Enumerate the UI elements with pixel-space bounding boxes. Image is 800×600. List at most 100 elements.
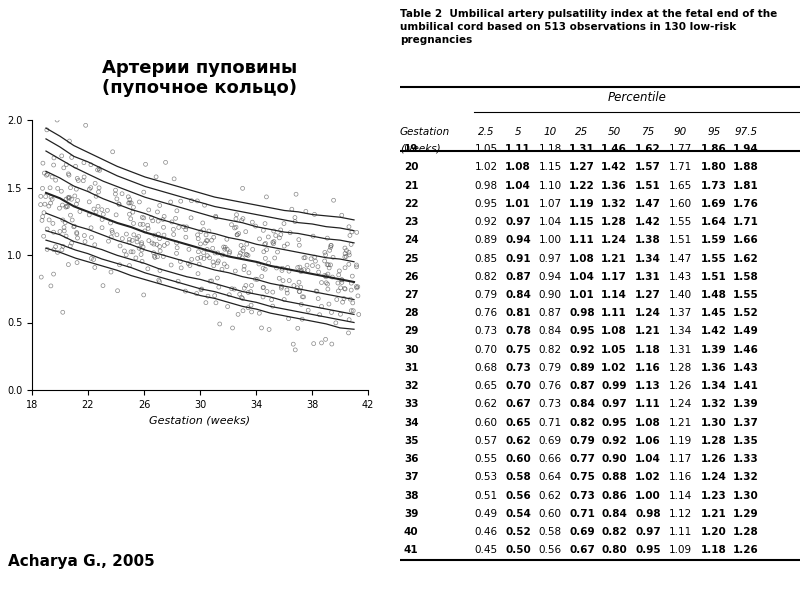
Text: 1.39: 1.39 [701,344,727,355]
Text: 0.56: 0.56 [505,491,531,500]
Text: 1.15: 1.15 [569,217,595,227]
Text: 0.58: 0.58 [505,472,531,482]
Point [34,200,47,209]
Point [53,203,66,213]
Point [127,202,140,212]
Text: 1.28: 1.28 [668,363,692,373]
Point [334,283,347,293]
Point [190,289,203,298]
Point [46,172,58,182]
Point [58,163,70,173]
Point [180,222,193,232]
Text: 1.23: 1.23 [701,491,727,500]
Text: 0.91: 0.91 [505,254,531,263]
Point [238,265,250,274]
Text: 0.65: 0.65 [474,381,498,391]
Point [135,238,148,247]
Text: 0.46: 0.46 [474,527,498,537]
Point [332,286,345,296]
Point [67,222,80,232]
Point [289,345,302,355]
Point [287,281,300,290]
Text: 0.76: 0.76 [474,308,498,318]
Point [211,273,224,283]
Point [113,260,126,269]
Point [322,260,334,269]
Point [226,323,239,333]
Point [185,196,198,205]
Point [291,283,304,293]
Text: 22: 22 [404,199,418,209]
Point [250,275,263,284]
Point [123,198,136,208]
Point [282,263,294,272]
Point [335,275,348,284]
Text: 36: 36 [404,454,418,464]
Point [177,222,190,232]
Point [266,238,279,247]
Text: 1.32: 1.32 [701,400,727,409]
Text: 1.88: 1.88 [733,163,759,172]
Point [146,238,158,248]
Text: 10: 10 [543,127,557,137]
Text: 1.00: 1.00 [635,491,661,500]
Point [315,338,328,348]
Text: 28: 28 [404,308,418,318]
Point [125,247,138,257]
Point [240,250,253,259]
Point [260,192,273,202]
Text: 1.05: 1.05 [601,344,627,355]
Point [309,256,322,266]
Text: 0.92: 0.92 [601,436,627,446]
Point [334,310,347,319]
Point [209,248,222,258]
Text: 0.97: 0.97 [538,254,562,263]
Text: 1.11: 1.11 [668,527,692,537]
Text: 0.97: 0.97 [635,527,661,537]
Text: 1.31: 1.31 [635,272,661,282]
Text: 0.82: 0.82 [474,272,498,282]
Point [78,231,90,241]
Point [200,230,213,240]
Text: 0.84: 0.84 [538,326,562,337]
Point [318,248,331,257]
Point [230,230,243,239]
Point [170,243,183,253]
Text: Acharya G., 2005: Acharya G., 2005 [8,554,154,569]
Point [226,284,238,293]
Text: 1.36: 1.36 [601,181,627,191]
Text: 0.69: 0.69 [569,527,595,537]
Point [350,282,362,292]
Point [338,249,351,259]
Point [126,236,138,245]
Text: 25: 25 [575,127,589,137]
Point [212,256,225,266]
Point [282,314,295,323]
Point [323,245,336,255]
Point [153,277,166,286]
Point [182,245,195,254]
Text: 0.98: 0.98 [635,509,661,519]
Point [232,310,245,319]
Point [281,239,294,249]
Point [87,255,100,265]
Point [343,230,356,240]
Point [234,241,247,250]
Point [301,260,314,270]
Point [347,306,360,316]
Point [330,318,342,328]
Text: 0.71: 0.71 [569,509,595,519]
Point [133,244,146,253]
Point [56,307,69,317]
Text: 1.06: 1.06 [635,436,661,446]
Point [206,244,219,253]
Point [245,307,258,317]
Text: 0.81: 0.81 [505,308,531,318]
Text: 1.62: 1.62 [733,254,759,263]
Text: 1.21: 1.21 [668,418,692,428]
Point [154,246,166,256]
Text: 1.21: 1.21 [635,326,661,337]
Point [325,241,338,250]
Text: 1.18: 1.18 [701,545,727,555]
X-axis label: Gestation (weeks): Gestation (weeks) [150,415,250,425]
